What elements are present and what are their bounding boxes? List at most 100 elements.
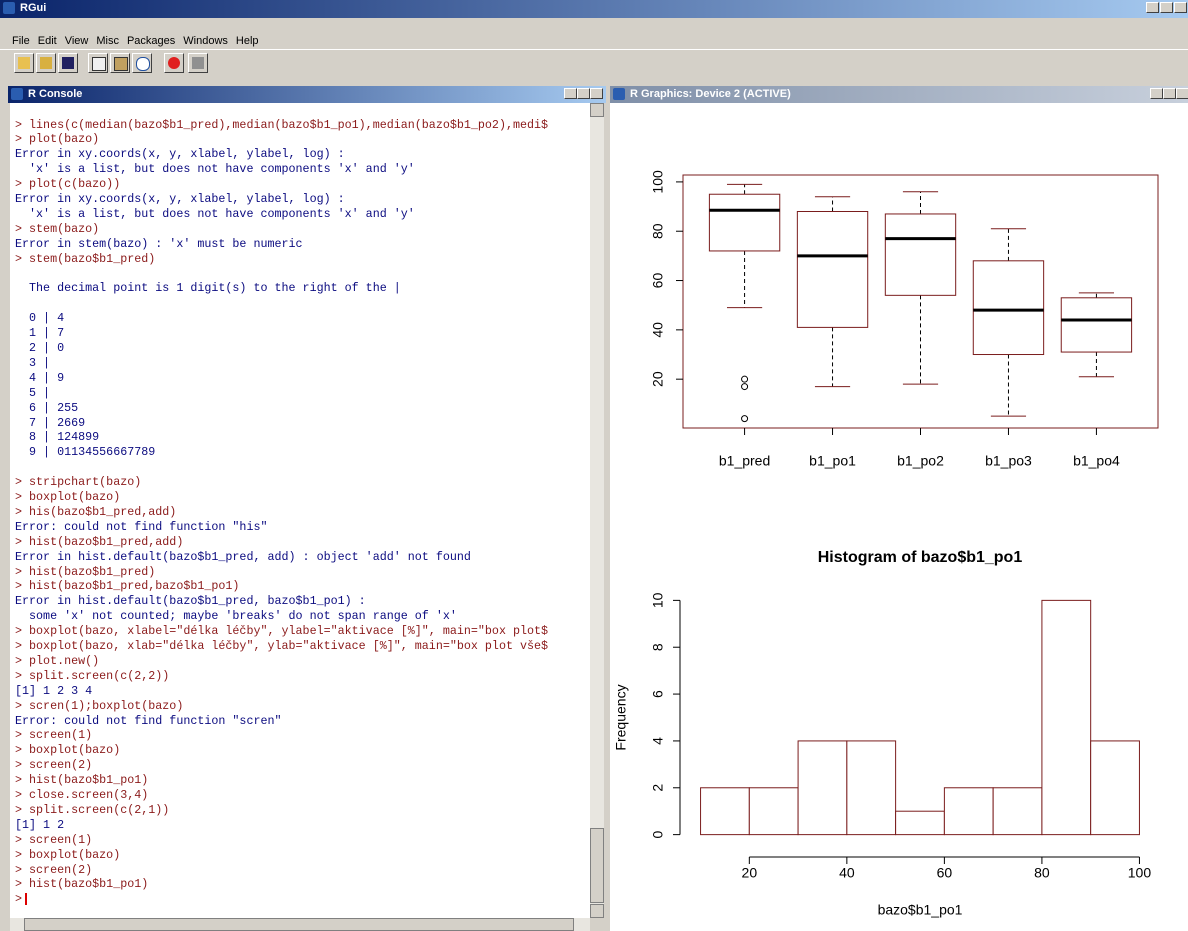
- console-title-bar: R Console: [8, 86, 606, 103]
- print-button[interactable]: [188, 53, 208, 73]
- y-tick-label: 6: [650, 690, 666, 698]
- console-line: Error: could not find function "his": [15, 519, 268, 534]
- console-line: 7 | 2669: [15, 415, 86, 430]
- scroll-down[interactable]: [590, 904, 604, 918]
- console-line: Error in xy.coords(x, y, xlabel, ylabel,…: [15, 147, 345, 162]
- console-line: > hist(bazo$b1_po1): [15, 773, 149, 788]
- y-tick-label: 10: [650, 592, 666, 608]
- console-line: >: [15, 892, 28, 907]
- console-line: > screen(1): [15, 728, 93, 743]
- console-line: 'x' is a list, but does not have compone…: [15, 206, 415, 221]
- console-line: > screen(1): [15, 832, 93, 847]
- app-icon: [3, 2, 15, 14]
- console-line: 8 | 124899: [15, 430, 100, 445]
- bar: [943, 787, 994, 836]
- console-line: 1 | 7: [15, 326, 65, 341]
- x-tick-label: b1_po1: [809, 453, 856, 469]
- console-line: Error in xy.coords(x, y, xlabel, ylabel,…: [15, 192, 345, 206]
- y-tick-label: 0: [650, 831, 666, 839]
- console-line: [1] 1 2: [15, 817, 65, 832]
- console-line: Error in hist.default(bazo$b1_pred, bazo…: [15, 594, 366, 609]
- outlier: [741, 383, 749, 391]
- menu-item[interactable]: Packages: [126, 35, 176, 47]
- paste-button[interactable]: [110, 53, 130, 73]
- close-button[interactable]: [1174, 2, 1187, 13]
- chart-title: Histogram of bazo$b1_po1: [818, 549, 1023, 566]
- console-line: > screen(2): [15, 862, 93, 877]
- app-title-bar: RGui: [0, 0, 1188, 18]
- console-line: 2 | 0: [15, 341, 65, 355]
- stop-button[interactable]: [164, 53, 184, 73]
- menu-item[interactable]: View: [64, 35, 89, 47]
- console-line: > boxplot(bazo, xlab="délka léčby", ylab…: [15, 639, 549, 653]
- y-tick-label: 2: [650, 784, 666, 792]
- console-line: > stripchart(bazo): [15, 475, 142, 490]
- console-line: > hist(bazo$b1_pred,bazo$b1_po1): [15, 579, 240, 594]
- bar: [797, 740, 848, 836]
- bar: [1041, 599, 1092, 836]
- menu-item[interactable]: Misc: [96, 35, 119, 47]
- minimize-button[interactable]: [1150, 88, 1163, 99]
- scroll-thumb[interactable]: [24, 918, 574, 931]
- console-line: 3 |: [15, 355, 51, 370]
- box: [708, 193, 781, 252]
- box: [1060, 297, 1133, 353]
- horizontal-scrollbar[interactable]: [10, 918, 590, 931]
- console-line: > boxplot(bazo): [15, 847, 121, 862]
- open-script-button[interactable]: [14, 53, 34, 73]
- console-line: > stem(bazo): [15, 221, 100, 236]
- console-line: > boxplot(bazo): [15, 743, 121, 758]
- console-line: > close.screen(3,4): [15, 788, 149, 802]
- console-line: > scren(1);boxplot(bazo): [15, 698, 184, 713]
- y-tick-label: 60: [650, 273, 666, 289]
- console-line: > hist(bazo$b1_pred,add): [15, 534, 184, 549]
- minimize-button[interactable]: [564, 88, 577, 99]
- console-icon: [11, 88, 23, 100]
- box: [972, 260, 1045, 356]
- bar: [846, 740, 897, 836]
- copy-paste-button[interactable]: [132, 53, 152, 73]
- box: [796, 210, 869, 328]
- menu-item[interactable]: Edit: [37, 35, 57, 47]
- console-line: > plot(bazo): [15, 132, 100, 147]
- x-tick-label: b1_po4: [1073, 453, 1120, 469]
- console-line: > split.screen(c(2,1)): [15, 802, 170, 817]
- menu-item[interactable]: File: [12, 35, 30, 47]
- graphics-title: R Graphics: Device 2 (ACTIVE): [630, 88, 791, 100]
- bar: [895, 810, 945, 836]
- console-line: > split.screen(c(2,2)): [15, 668, 170, 683]
- x-tick-label: b1_pred: [719, 453, 770, 469]
- console-line: > hist(bazo$b1_po1): [15, 877, 149, 892]
- app-title: RGui: [20, 2, 47, 14]
- y-tick-label: 100: [650, 170, 666, 194]
- text-cursor: [25, 893, 28, 906]
- console-line: > his(bazo$b1_pred,add): [15, 504, 177, 519]
- scroll-thumb[interactable]: [590, 828, 604, 903]
- x-axis-label: bazo$b1_po1: [878, 902, 963, 918]
- console-line: > hist(bazo$b1_pred): [15, 564, 156, 579]
- outlier: [741, 375, 749, 383]
- console-output[interactable]: > lines(c(median(bazo$b1_pred),median(ba…: [10, 103, 590, 918]
- vertical-scrollbar[interactable]: [590, 103, 604, 918]
- maximize-button[interactable]: [1163, 88, 1176, 99]
- maximize-button[interactable]: [577, 88, 590, 99]
- scroll-up[interactable]: [590, 103, 604, 117]
- outlier: [741, 415, 749, 423]
- close-button[interactable]: [1176, 88, 1188, 99]
- minimize-button[interactable]: [1146, 2, 1159, 13]
- y-axis-label: Frequency: [613, 684, 629, 750]
- menu-item[interactable]: Help: [235, 35, 259, 47]
- separator: [0, 49, 1188, 50]
- menu-item[interactable]: Windows: [183, 35, 228, 47]
- console-line: 9 | 01134556667789: [15, 445, 156, 460]
- console-line: Error: could not find function "scren": [15, 713, 282, 728]
- console-title: R Console: [28, 88, 83, 100]
- save-button[interactable]: [58, 53, 78, 73]
- copy-button[interactable]: [88, 53, 108, 73]
- close-button[interactable]: [590, 88, 603, 99]
- x-tick-label: b1_po3: [985, 453, 1032, 469]
- maximize-button[interactable]: [1160, 2, 1173, 13]
- load-workspace-button[interactable]: [36, 53, 56, 73]
- console-line: > lines(c(median(bazo$b1_pred),median(ba…: [15, 117, 549, 132]
